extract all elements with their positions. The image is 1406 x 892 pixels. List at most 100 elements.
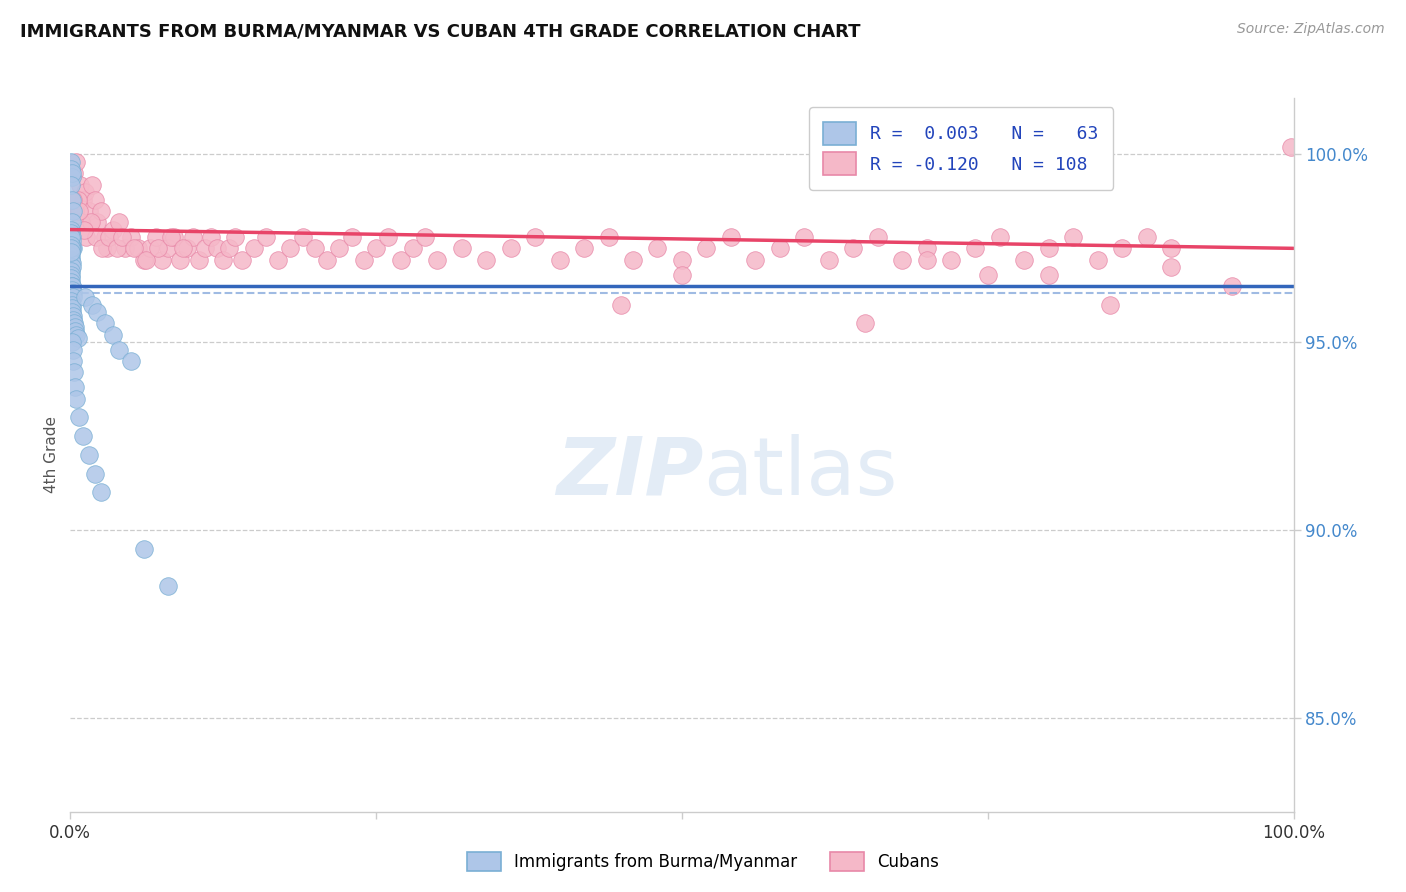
Point <box>121 354 143 368</box>
Point <box>1279 140 1302 154</box>
Point <box>176 241 198 255</box>
Point <box>60 178 83 192</box>
Point <box>598 230 620 244</box>
Point <box>83 193 105 207</box>
Point <box>1160 241 1182 255</box>
Point <box>610 298 633 312</box>
Point <box>163 230 186 244</box>
Point <box>817 252 839 267</box>
Point <box>108 215 131 229</box>
Point <box>340 230 363 244</box>
Point <box>62 354 84 368</box>
Point <box>98 230 121 244</box>
Point <box>60 169 83 184</box>
Point <box>475 252 498 267</box>
Point <box>77 448 100 462</box>
Point <box>965 241 987 255</box>
Point <box>60 275 83 289</box>
Point <box>59 155 82 169</box>
Point <box>62 309 84 323</box>
Point <box>1038 268 1060 282</box>
Point <box>62 343 84 357</box>
Point <box>101 222 124 236</box>
Point <box>1099 298 1122 312</box>
Point <box>181 230 204 244</box>
Point <box>60 335 83 350</box>
Point <box>67 410 90 425</box>
Point <box>132 541 155 556</box>
Point <box>671 268 693 282</box>
Point <box>60 227 83 241</box>
Point <box>60 279 83 293</box>
Point <box>60 162 83 177</box>
Legend: Immigrants from Burma/Myanmar, Cubans: Immigrants from Burma/Myanmar, Cubans <box>458 843 948 880</box>
Point <box>413 230 436 244</box>
Point <box>65 324 87 338</box>
Point <box>621 252 644 267</box>
Point <box>62 290 84 304</box>
Point <box>60 215 83 229</box>
Point <box>243 241 266 255</box>
Point <box>891 252 914 267</box>
Point <box>65 327 87 342</box>
Point <box>744 252 766 267</box>
Point <box>316 252 339 267</box>
Point <box>132 252 155 267</box>
Point <box>366 241 388 255</box>
Point <box>157 579 180 593</box>
Point <box>194 241 217 255</box>
Point <box>187 252 209 267</box>
Point <box>377 230 399 244</box>
Point <box>83 467 105 481</box>
Point <box>720 230 742 244</box>
Point <box>60 234 83 248</box>
Point <box>90 485 112 500</box>
Point <box>60 241 83 255</box>
Point <box>60 264 83 278</box>
Point <box>172 241 194 255</box>
Point <box>65 392 87 406</box>
Point <box>67 203 90 218</box>
Text: Source: ZipAtlas.com: Source: ZipAtlas.com <box>1237 22 1385 37</box>
Point <box>63 365 86 379</box>
Point <box>224 230 246 244</box>
Point <box>114 241 136 255</box>
Point <box>499 241 522 255</box>
Point <box>280 241 302 255</box>
Point <box>82 298 104 312</box>
Point <box>915 241 938 255</box>
Point <box>60 166 83 180</box>
Point <box>304 241 326 255</box>
Point <box>62 312 84 326</box>
Point <box>66 193 89 207</box>
Point <box>60 245 83 260</box>
Text: IMMIGRANTS FROM BURMA/MYANMAR VS CUBAN 4TH GRADE CORRELATION CHART: IMMIGRANTS FROM BURMA/MYANMAR VS CUBAN 4… <box>20 22 860 40</box>
Point <box>988 230 1011 244</box>
Point <box>72 193 94 207</box>
Point <box>135 252 157 267</box>
Point <box>402 241 425 255</box>
Point <box>111 230 134 244</box>
Point <box>70 215 93 229</box>
Point <box>62 241 84 255</box>
Point <box>63 320 86 334</box>
Point <box>60 241 83 255</box>
Point <box>59 268 82 282</box>
Point <box>572 241 595 255</box>
Point <box>59 230 82 244</box>
Point <box>84 230 107 244</box>
Point <box>254 230 277 244</box>
Point <box>977 268 1000 282</box>
Point <box>96 241 118 255</box>
Point <box>63 166 86 180</box>
Point <box>866 230 889 244</box>
Point <box>59 222 82 236</box>
Point <box>200 230 222 244</box>
Point <box>62 286 84 301</box>
Point <box>60 245 83 260</box>
Text: atlas: atlas <box>703 434 897 512</box>
Point <box>148 241 170 255</box>
Point <box>1062 230 1084 244</box>
Point <box>1014 252 1036 267</box>
Point <box>60 293 83 308</box>
